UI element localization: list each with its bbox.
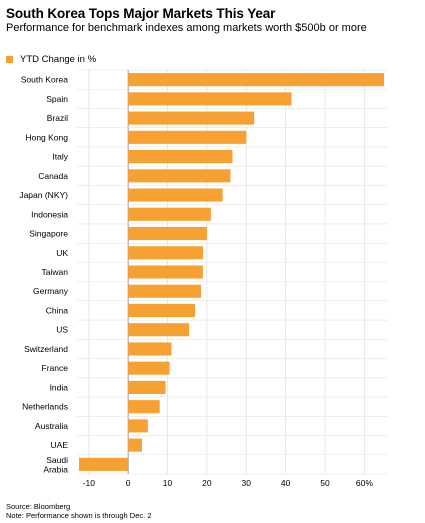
category-label: Hong Kong [25,132,68,142]
category-label-line: Australia [35,421,68,431]
bar [128,265,203,279]
category-label: Spain [46,94,68,104]
category-label: Netherlands [22,402,68,412]
bar [128,246,203,260]
category-label-line: Hong Kong [25,132,68,142]
category-label-line: Netherlands [22,402,68,412]
category-label-line: Taiwan [42,267,69,277]
category-label-line: France [42,363,69,373]
category-label-line: Singapore [29,229,68,239]
x-tick-label: 60% [356,478,373,488]
bar [128,130,247,144]
category-label: China [46,305,68,315]
category-label-line: UK [56,248,68,258]
category-label: Japan (NKY) [19,190,68,200]
category-label: UK [56,248,68,258]
category-label: Saudi Arabia [43,455,68,475]
category-label: US [56,325,68,335]
category-label-line: South Korea [21,75,69,85]
category-label: Canada [38,171,68,181]
chart-title: South Korea Tops Major Markets This Year [6,6,276,21]
category-label: Germany [33,286,69,296]
legend: YTD Change in % [6,54,96,65]
bar [128,380,166,394]
category-label-line: Japan (NKY) [19,190,68,200]
category-label-line: Switzerland [24,344,68,354]
category-label: India [50,382,69,392]
bar [128,438,142,452]
category-label-line: Germany [33,286,69,296]
category-label: Italy [52,152,68,162]
bar [128,73,385,87]
category-label-line: India [50,382,69,392]
category-label: Singapore [29,229,68,239]
x-tick-label: 10 [163,478,173,488]
source-note: Source: Bloomberg [6,502,71,511]
chart-subtitle: Performance for benchmark indexes among … [6,22,367,34]
category-label-line: Saudi [46,455,68,465]
bar [128,226,207,241]
category-label-line: Italy [52,152,68,162]
x-tick-label: 0 [126,478,131,488]
x-tick-label: -10 [83,478,96,488]
bar [128,419,148,433]
category-label: Taiwan [42,267,69,277]
category-label-line: China [46,305,68,315]
footer-notes: Source: Bloomberg Note: Performance show… [6,502,152,520]
category-label-line: Spain [46,94,68,104]
bar [128,284,202,298]
x-tick-label: 50 [320,478,330,488]
category-label-line: UAE [51,440,69,450]
category-label-line: Canada [38,171,68,181]
legend-label: YTD Change in % [20,54,97,65]
category-label: France [42,363,69,373]
x-tick-label: 30 [242,478,252,488]
category-label: Australia [35,421,68,431]
category-label: UAE [51,440,69,450]
bar [128,361,170,375]
bar [128,169,231,183]
bar [128,150,233,164]
category-label-line: Indonesia [31,209,68,219]
performance-note: Note: Performance shown is through Dec. … [6,511,152,520]
category-label-line: Arabia [43,464,68,474]
x-tick-label: 20 [202,478,212,488]
category-label: Switzerland [24,344,68,354]
bar [128,323,190,337]
x-tick-label: 40 [281,478,291,488]
category-label: South Korea [21,75,69,85]
bar [78,457,129,471]
category-label-line: Brazil [47,113,68,123]
bar [128,111,255,125]
bar [128,188,223,202]
bar [128,342,172,356]
bar [128,303,196,318]
bar [128,207,211,221]
category-label: Indonesia [31,209,68,219]
legend-swatch [6,56,13,63]
bar [128,92,292,106]
category-label-line: US [56,325,68,335]
bar [128,400,160,414]
category-label: Brazil [47,113,68,123]
